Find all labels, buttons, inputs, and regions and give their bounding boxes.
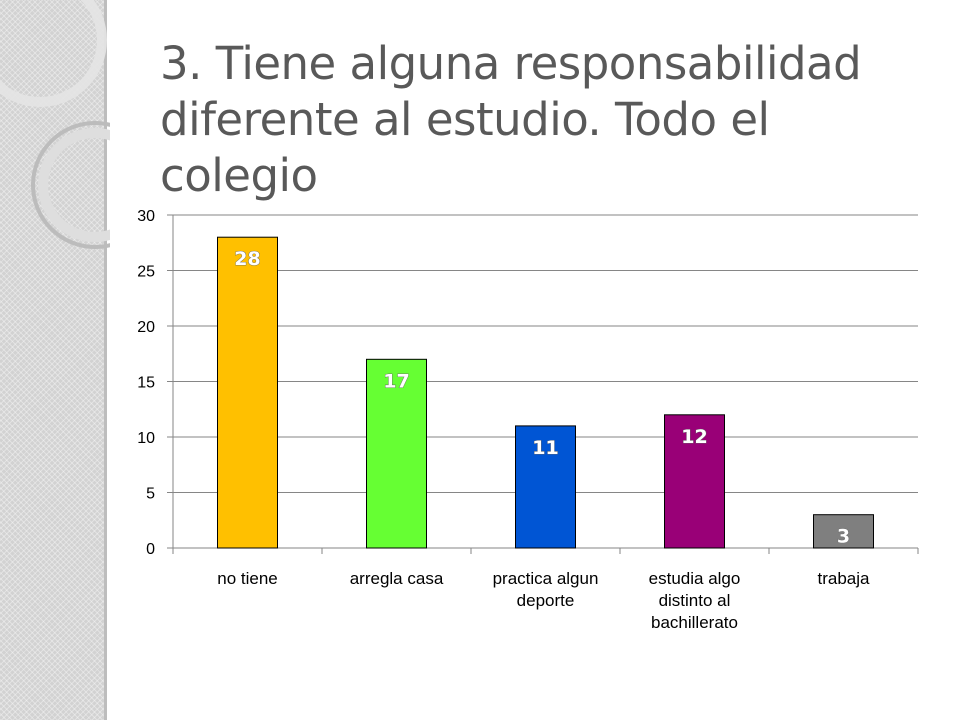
slide-title: 3. Tiene alguna responsabilidad diferent… — [160, 36, 940, 204]
x-category-label: no tiene — [217, 569, 278, 588]
x-category-label: estudia algo distinto al bachillerato — [649, 569, 741, 632]
y-tick-label: 5 — [146, 486, 155, 503]
title-line-1: 3. Tiene alguna responsabilidad — [160, 37, 862, 90]
decorative-rings — [0, 0, 110, 249]
bar — [813, 514, 874, 549]
y-tick-label: 25 — [137, 264, 155, 281]
bar — [664, 414, 725, 549]
side-decoration-strip — [0, 0, 107, 720]
title-line-2: diferente al estudio. Todo el colegio — [160, 93, 770, 202]
y-tick-label: 10 — [137, 430, 155, 447]
x-category-label: arregla casa — [350, 569, 444, 588]
x-category-label: trabaja — [818, 569, 871, 588]
data-label: 3 — [837, 526, 850, 548]
data-label: 12 — [681, 426, 707, 448]
data-label: 28 — [234, 248, 260, 270]
bar — [515, 425, 576, 549]
y-tick-label: 30 — [137, 208, 155, 225]
y-tick-label: 0 — [146, 541, 155, 558]
bar — [217, 236, 278, 549]
data-label: 11 — [532, 437, 558, 459]
x-category-label: practica algun deporte — [493, 569, 599, 610]
bar — [366, 358, 427, 549]
y-tick-label: 20 — [137, 319, 155, 336]
y-tick-label: 15 — [137, 375, 155, 392]
data-label: 17 — [383, 370, 409, 392]
